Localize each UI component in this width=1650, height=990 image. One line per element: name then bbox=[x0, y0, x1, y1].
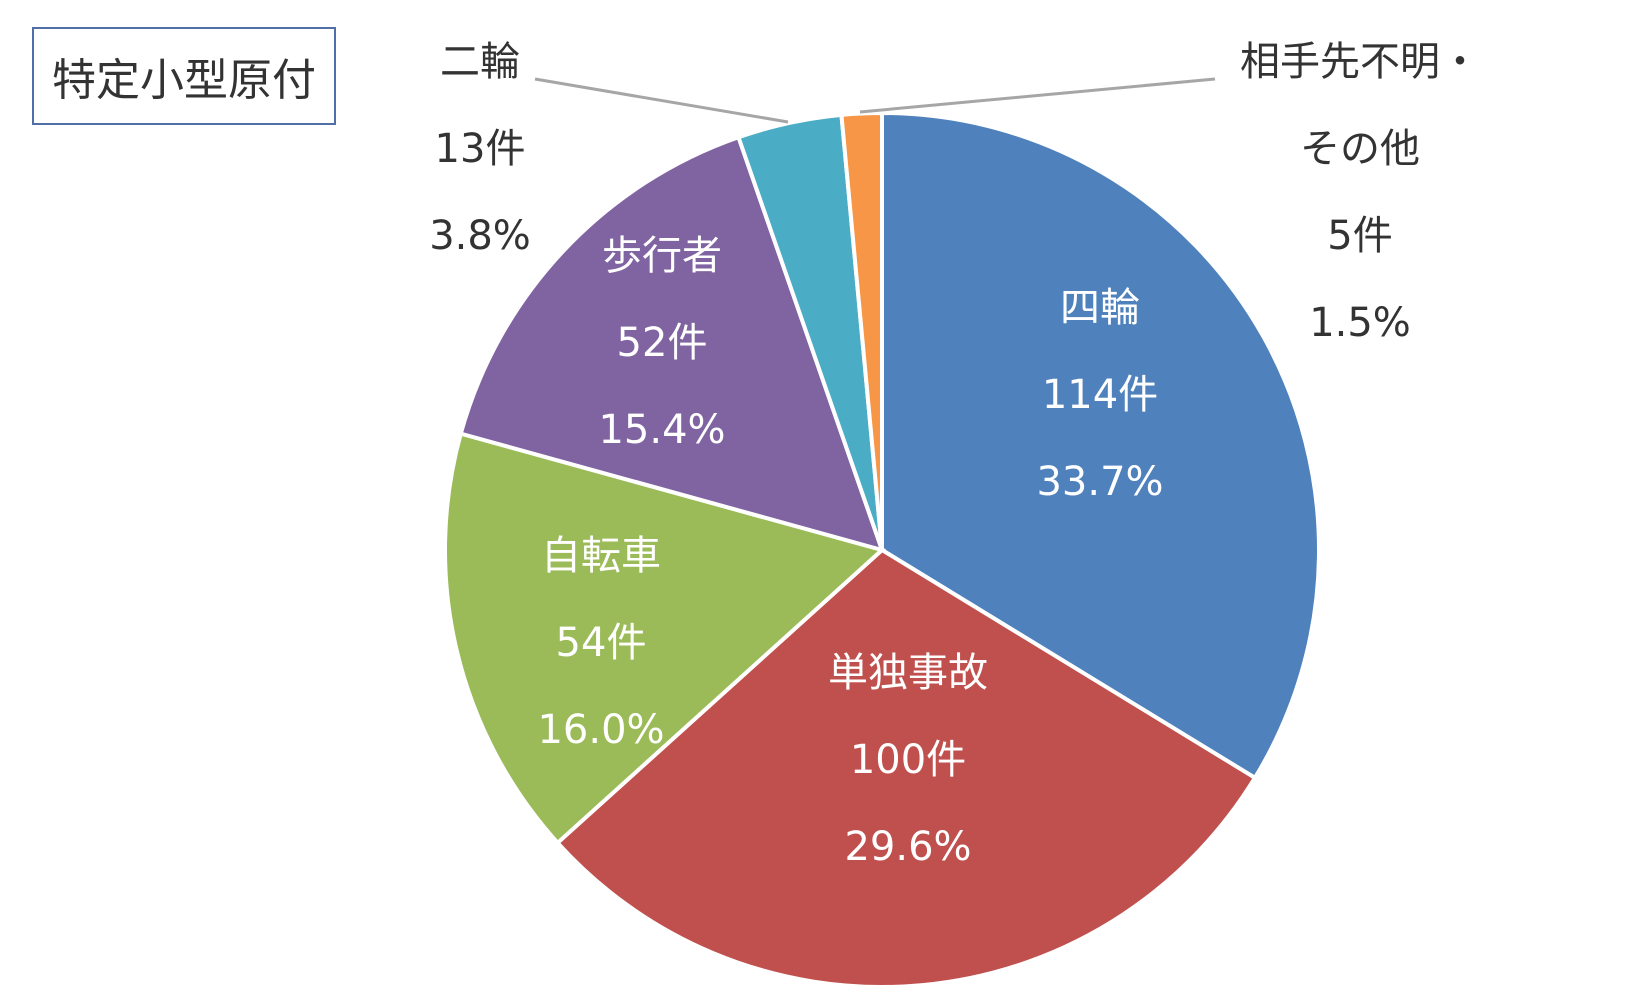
slice-label: 29.6% bbox=[844, 824, 971, 870]
pie-slice bbox=[554, 547, 1258, 989]
slice-label: 歩行者 bbox=[602, 233, 722, 279]
pie-slice bbox=[880, 110, 1321, 781]
slice-label: 52件 bbox=[617, 320, 708, 366]
slice-label: 54件 bbox=[556, 620, 647, 666]
slice-label: 3.8% bbox=[429, 213, 531, 259]
slice-label: 二輪 bbox=[440, 39, 520, 85]
slice-label: 自転車 bbox=[541, 533, 661, 579]
slice-label: 100件 bbox=[850, 737, 966, 783]
leader-line bbox=[534, 77, 789, 124]
slice-label: その他 bbox=[1300, 126, 1420, 172]
slice-label: 33.7% bbox=[1036, 459, 1163, 505]
slice-label: 相手先不明・ bbox=[1240, 39, 1480, 85]
slice-label: 16.0% bbox=[537, 707, 664, 753]
slice-label: 13件 bbox=[435, 126, 526, 172]
pie-slice bbox=[839, 110, 884, 551]
leader-line bbox=[859, 77, 1216, 114]
slice-label: 15.4% bbox=[598, 407, 725, 453]
chart-title-box: 特定小型原付 bbox=[32, 27, 336, 125]
pie-slice bbox=[443, 431, 887, 846]
slice-label: 1.5% bbox=[1309, 300, 1411, 346]
pie-slice bbox=[458, 134, 886, 553]
slice-label: 単独事故 bbox=[828, 650, 988, 696]
slice-label: 5件 bbox=[1327, 213, 1392, 259]
slice-label: 114件 bbox=[1042, 372, 1158, 418]
slice-label: 四輪 bbox=[1060, 285, 1140, 331]
chart-title: 特定小型原付 bbox=[52, 55, 316, 106]
